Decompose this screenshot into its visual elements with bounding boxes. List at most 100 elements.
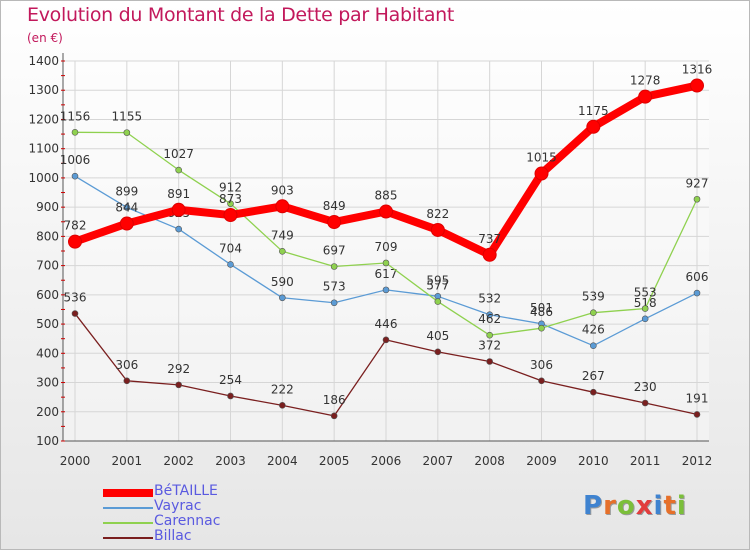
data-point-carennac bbox=[330, 263, 338, 270]
data-point-b-taille bbox=[690, 78, 704, 93]
data-point-vayrac bbox=[590, 342, 597, 350]
x-tick-label: 2009 bbox=[526, 454, 557, 468]
x-tick-label: 2005 bbox=[319, 454, 350, 468]
data-point-billac bbox=[486, 358, 493, 365]
data-point-b-taille bbox=[119, 216, 134, 231]
logo-letter: i bbox=[653, 491, 664, 521]
y-tick-label: 1300 bbox=[28, 83, 59, 97]
data-point-carennac bbox=[382, 259, 390, 267]
data-label-b-taille: 844 bbox=[115, 201, 138, 215]
data-point-billac bbox=[382, 336, 390, 344]
data-point-carennac bbox=[123, 129, 131, 136]
data-point-vayrac bbox=[175, 225, 182, 233]
data-point-vayrac bbox=[123, 204, 131, 211]
data-point-vayrac bbox=[227, 261, 234, 268]
data-label-carennac: 1156 bbox=[60, 109, 91, 123]
x-tick-label: 2002 bbox=[163, 454, 194, 468]
data-point-carennac bbox=[486, 331, 493, 339]
y-tick-label: 400 bbox=[36, 346, 59, 360]
data-point-carennac bbox=[538, 324, 545, 332]
data-label-b-taille: 891 bbox=[167, 187, 190, 201]
data-label-vayrac: 590 bbox=[271, 275, 294, 289]
data-label-billac: 186 bbox=[323, 393, 346, 407]
data-point-carennac bbox=[71, 129, 79, 136]
data-point-b-taille bbox=[275, 199, 290, 214]
x-tick-label: 2010 bbox=[578, 454, 609, 468]
data-label-vayrac: 573 bbox=[323, 280, 346, 294]
data-point-carennac bbox=[227, 200, 234, 207]
x-tick-label: 2004 bbox=[267, 454, 298, 468]
data-label-carennac: 553 bbox=[634, 286, 657, 300]
x-tick-label: 2001 bbox=[112, 454, 143, 468]
logo-letter: o bbox=[616, 491, 636, 521]
data-label-carennac: 486 bbox=[530, 305, 553, 319]
data-point-b-taille bbox=[379, 204, 393, 219]
data-point-billac bbox=[330, 412, 338, 420]
legend-swatch bbox=[103, 506, 153, 509]
data-point-b-taille bbox=[68, 234, 82, 249]
x-tick-label: 2008 bbox=[474, 454, 505, 468]
data-label-carennac: 1027 bbox=[163, 147, 194, 161]
data-point-billac bbox=[693, 411, 701, 418]
y-tick-label: 1100 bbox=[28, 142, 59, 156]
data-label-carennac: 462 bbox=[478, 312, 501, 326]
data-label-billac: 372 bbox=[478, 338, 501, 352]
data-label-vayrac: 518 bbox=[634, 296, 657, 310]
legend-label: BéTAILLE bbox=[154, 483, 218, 499]
data-point-b-taille bbox=[586, 119, 601, 134]
data-label-vayrac: 501 bbox=[530, 301, 553, 315]
data-label-carennac: 709 bbox=[375, 240, 398, 254]
data-point-billac bbox=[227, 392, 234, 400]
legend-label: Vayrac bbox=[154, 498, 202, 514]
data-label-billac: 267 bbox=[582, 369, 605, 383]
data-label-carennac: 1155 bbox=[112, 110, 143, 124]
data-label-billac: 446 bbox=[375, 317, 398, 331]
legend-swatch bbox=[103, 536, 153, 539]
y-tick-label: 300 bbox=[36, 376, 59, 390]
data-label-vayrac: 617 bbox=[375, 267, 398, 281]
data-point-carennac bbox=[434, 298, 442, 305]
data-point-billac bbox=[175, 381, 182, 389]
data-point-carennac bbox=[641, 305, 649, 312]
data-label-billac: 536 bbox=[64, 291, 87, 305]
data-label-b-taille: 822 bbox=[426, 207, 449, 221]
y-tick-label: 1000 bbox=[28, 171, 59, 185]
y-tick-label: 600 bbox=[36, 288, 59, 302]
data-point-billac bbox=[71, 310, 79, 317]
data-label-b-taille: 903 bbox=[271, 183, 294, 197]
x-tick-label: 2011 bbox=[630, 454, 661, 468]
data-label-vayrac: 426 bbox=[582, 323, 605, 337]
data-point-vayrac bbox=[382, 286, 390, 294]
x-tick-label: 2006 bbox=[371, 454, 402, 468]
logo-letter: i bbox=[676, 491, 687, 521]
data-label-carennac: 749 bbox=[271, 228, 294, 242]
logo-letter: x bbox=[635, 491, 654, 521]
y-tick-label: 1400 bbox=[28, 54, 59, 68]
data-point-b-taille bbox=[327, 215, 342, 230]
data-label-vayrac: 595 bbox=[426, 273, 449, 287]
data-point-b-taille bbox=[482, 247, 497, 262]
data-point-vayrac bbox=[330, 299, 338, 307]
data-point-billac bbox=[434, 348, 442, 356]
legend-swatch bbox=[103, 488, 153, 497]
data-point-vayrac bbox=[486, 311, 493, 319]
data-label-vayrac: 704 bbox=[219, 241, 242, 255]
data-label-carennac: 927 bbox=[686, 176, 709, 190]
chart-unit-subtitle: (en €) bbox=[27, 31, 63, 45]
data-label-b-taille: 1316 bbox=[682, 63, 713, 77]
data-label-vayrac: 532 bbox=[478, 292, 501, 306]
data-point-vayrac bbox=[279, 294, 286, 302]
data-label-vayrac: 899 bbox=[115, 184, 138, 198]
data-label-billac: 191 bbox=[686, 391, 709, 405]
data-label-vayrac: 1006 bbox=[60, 153, 91, 167]
chart-title: Evolution du Montant de la Dette par Hab… bbox=[27, 4, 455, 26]
data-label-carennac: 577 bbox=[426, 279, 449, 293]
y-tick-label: 900 bbox=[36, 200, 59, 214]
x-tick-label: 2003 bbox=[215, 454, 246, 468]
data-label-carennac: 697 bbox=[323, 243, 346, 257]
data-point-b-taille bbox=[171, 202, 186, 217]
data-label-billac: 405 bbox=[426, 329, 449, 343]
data-label-carennac: 539 bbox=[582, 290, 605, 304]
data-point-carennac bbox=[693, 195, 701, 203]
legend-label: Billac bbox=[154, 528, 192, 544]
